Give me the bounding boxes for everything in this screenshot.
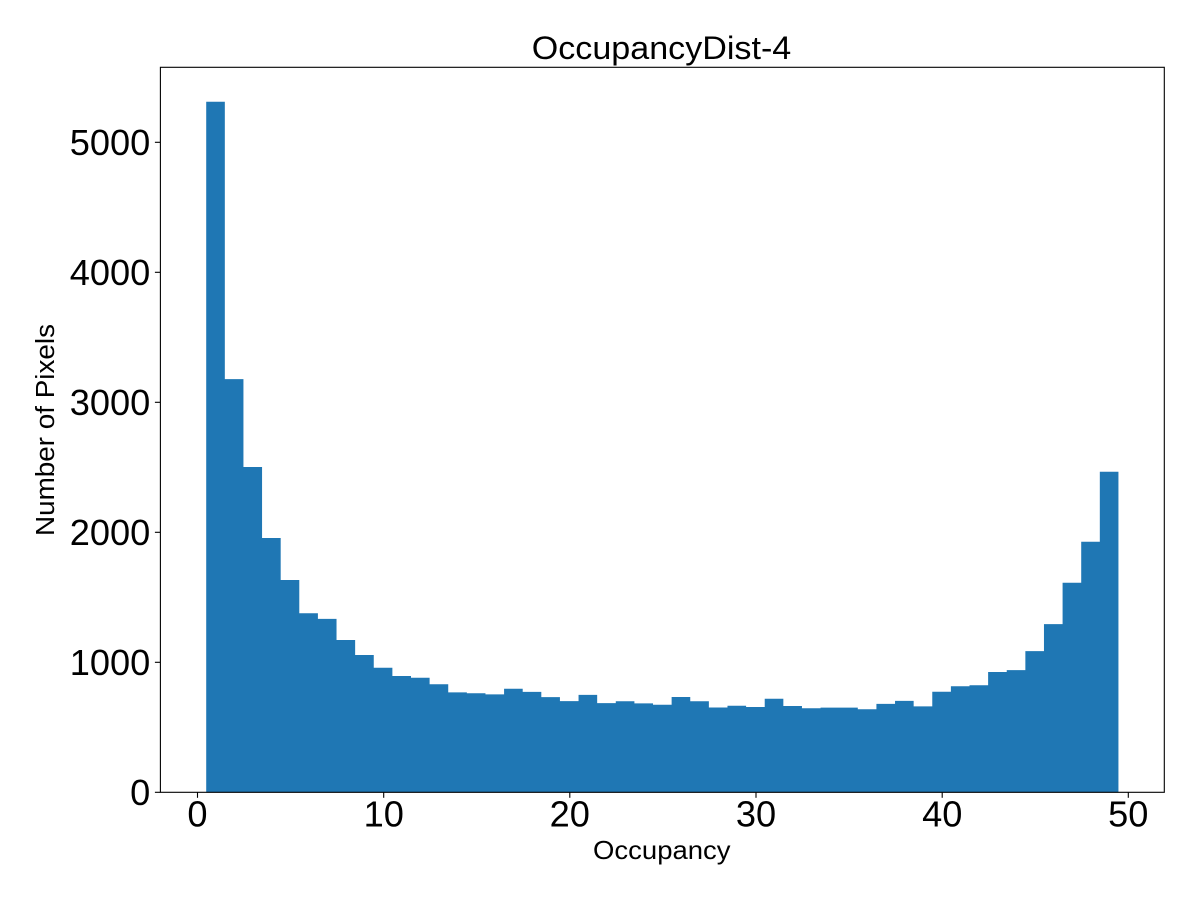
svg-text:0: 0 bbox=[187, 794, 207, 835]
svg-text:Occupancy: Occupancy bbox=[593, 837, 731, 865]
svg-text:2000: 2000 bbox=[70, 512, 151, 553]
svg-text:1000: 1000 bbox=[70, 642, 151, 683]
svg-text:0: 0 bbox=[130, 772, 150, 813]
svg-text:OccupancyDist-4: OccupancyDist-4 bbox=[532, 30, 792, 66]
svg-text:50: 50 bbox=[1108, 794, 1148, 835]
svg-text:3000: 3000 bbox=[70, 382, 151, 423]
svg-text:Number of Pixels: Number of Pixels bbox=[30, 324, 60, 536]
svg-text:20: 20 bbox=[550, 794, 590, 835]
svg-text:5000: 5000 bbox=[70, 122, 151, 163]
svg-text:10: 10 bbox=[364, 794, 404, 835]
svg-text:40: 40 bbox=[922, 794, 962, 835]
svg-text:4000: 4000 bbox=[70, 252, 151, 293]
svg-text:30: 30 bbox=[736, 794, 776, 835]
